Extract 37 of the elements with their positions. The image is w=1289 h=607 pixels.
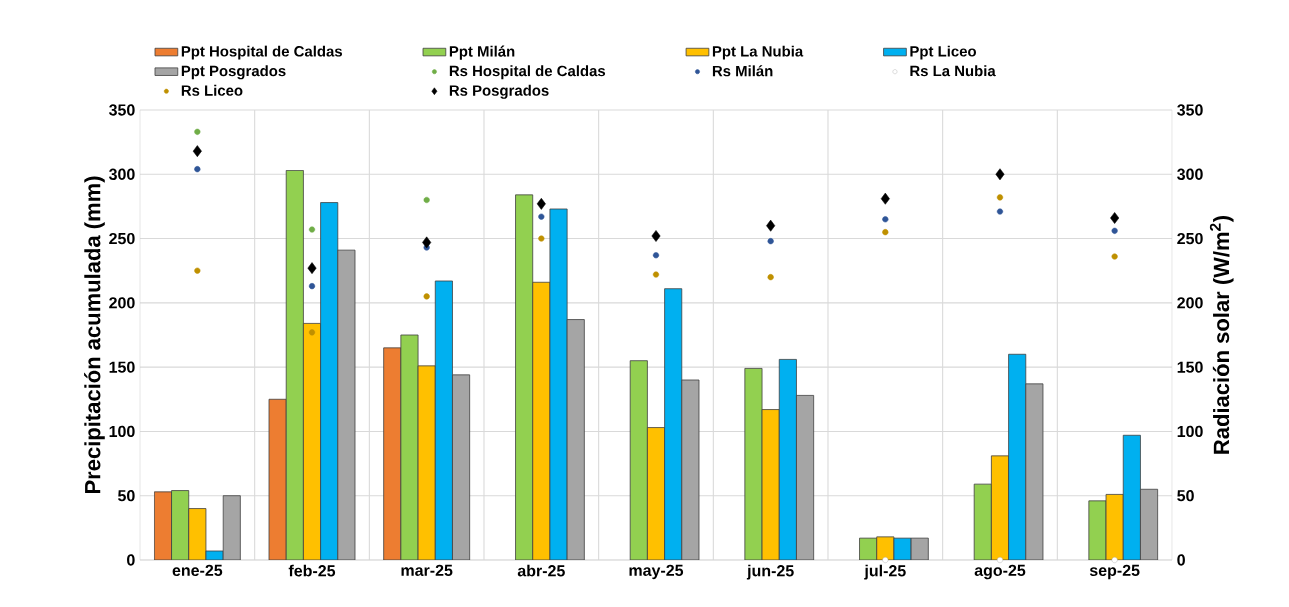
y-tick-label: 300 (108, 168, 135, 180)
legend-label: Rs La Nubia (910, 65, 996, 77)
y2-tick-label: 150 (1177, 361, 1203, 373)
y2-tick-label: 200 (1177, 297, 1203, 309)
y2-tick-label: 50 (1177, 490, 1194, 502)
legend-label: Rs Hospital de Caldas (449, 65, 606, 80)
y2-tick-label: 350 (1177, 104, 1203, 116)
y-tick-label: 250 (109, 232, 135, 245)
x-tick-label: may-25 (629, 564, 684, 580)
legend-label: Ppt Liceo (910, 45, 977, 60)
y-tick-label: 50 (118, 490, 135, 502)
x-tick-label: sep-25 (1089, 564, 1140, 580)
legend-label: Ppt La Nubia (712, 45, 804, 60)
legend-label: Rs Posgrados (449, 84, 549, 99)
y2-tick-label: 300 (1177, 168, 1203, 180)
y-tick-label: 0 (127, 554, 135, 566)
legend-label: Rs Milán (712, 65, 773, 77)
legend-label: Ppt Posgrados (181, 65, 286, 80)
x-tick-label: feb-25 (288, 564, 336, 577)
y2-tick-label: 100 (1177, 425, 1203, 438)
x-tick-label: abr-25 (517, 564, 565, 577)
legend-label: Ppt Hospital de Caldas (181, 45, 343, 60)
y-tick-label: 100 (109, 425, 135, 438)
y2-tick-label: 250 (1177, 232, 1203, 245)
x-tick-label: ene-25 (172, 564, 223, 577)
y-axis-title: Precipitación acumulada (mm) (84, 176, 105, 494)
y-tick-label: 200 (109, 297, 135, 309)
y2-axis-title: Radiación solar (W/m$^{2}$) (1209, 215, 1234, 454)
y-tick-label: 350 (108, 104, 135, 116)
x-tick-label: jul-25 (864, 564, 906, 580)
y-tick-label: 150 (109, 361, 135, 373)
legend-label: Ppt Milán (449, 45, 515, 60)
x-tick-label: mar-25 (401, 564, 453, 577)
x-tick-label: ago-25 (974, 564, 1026, 580)
y2-tick-label: 0 (1177, 554, 1185, 566)
x-tick-label: jun-25 (746, 564, 794, 580)
legend-label: Rs Liceo (181, 84, 243, 96)
